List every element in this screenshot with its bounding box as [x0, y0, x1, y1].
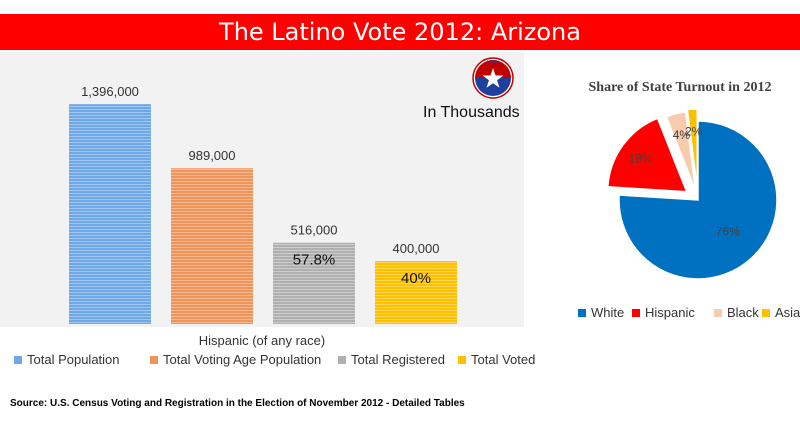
- bar-percent-annotation: 57.8%: [293, 252, 336, 269]
- legend-swatch: [762, 309, 770, 317]
- legend-item-total-voted: Total Voted: [458, 352, 535, 367]
- legend-item-total-registered: Total Registered: [338, 352, 445, 367]
- legend-item-total-population: Total Population: [14, 352, 120, 367]
- pie-data-label: 2%: [685, 124, 703, 138]
- bar-data-label: 989,000: [189, 148, 236, 163]
- pie-slice-white: [618, 120, 778, 280]
- bar-data-label: 400,000: [393, 241, 440, 256]
- bar-stripe-overlay: [69, 104, 151, 324]
- pie-legend-item-asian: Asian: [762, 305, 800, 320]
- pie-data-label: 4%: [673, 128, 691, 142]
- bar-chart: 1,396,000 989,000 516,000 57.8% 400,000 40%: [69, 84, 457, 324]
- lrfv-logo: LRFV: [472, 57, 514, 99]
- legend-item-total-voting-age-population: Total Voting Age Population: [150, 352, 321, 367]
- bar-stripe-overlay: [375, 261, 457, 324]
- legend-swatch: [578, 309, 586, 317]
- legend-label: Hispanic: [645, 305, 695, 320]
- source-note: Source: U.S. Census Voting and Registrat…: [10, 398, 465, 409]
- logo-text: LRFV: [487, 60, 500, 66]
- legend-swatch: [458, 356, 466, 364]
- pie-legend-item-white: White: [578, 305, 624, 320]
- legend-swatch: [632, 309, 640, 317]
- pie-legend-item-hispanic: Hispanic: [632, 305, 695, 320]
- bar-chart-legend: Total Population Total Voting Age Populat…: [14, 352, 554, 370]
- x-axis-title: Hispanic (of any race): [198, 333, 326, 348]
- bar-stripe-overlay: [171, 168, 253, 324]
- pie-data-label: 18%: [629, 151, 653, 165]
- legend-label: White: [591, 305, 625, 320]
- legend-label: Black: [727, 305, 759, 320]
- pie-slice-asian: [686, 108, 698, 189]
- bar-data-label: 516,000: [291, 223, 338, 238]
- legend-swatch: [150, 356, 158, 364]
- bar-stripe-overlay: [273, 242, 355, 324]
- legend-label: Total Population: [27, 352, 120, 367]
- bar-data-label: 1,396,000: [81, 84, 139, 99]
- pie-chart-title: Share of State Turnout in 2012: [588, 80, 772, 95]
- bar-percent-annotation: 40%: [401, 270, 431, 287]
- legend-swatch: [338, 356, 346, 364]
- pie-chart-legend: White Hispanic Black Asian: [578, 305, 800, 323]
- legend-label: Total Registered: [351, 352, 445, 367]
- pie-slice-black: [665, 111, 697, 191]
- pie-legend-item-black: Black: [714, 305, 759, 320]
- legend-label: Asian: [775, 305, 800, 320]
- pie-slice-hispanic: [607, 117, 688, 193]
- pie-chart: 76% 18% 4%2%: [607, 108, 778, 280]
- legend-label: Total Voting Age Population: [163, 352, 322, 367]
- legend-label: Total Voted: [471, 352, 536, 367]
- chart-title-banner: The Latino Vote 2012: Arizona: [0, 14, 800, 50]
- pie-data-label: 76%: [716, 225, 740, 239]
- legend-swatch: [14, 356, 22, 364]
- units-note: In Thousands: [423, 104, 520, 121]
- legend-swatch: [714, 309, 722, 317]
